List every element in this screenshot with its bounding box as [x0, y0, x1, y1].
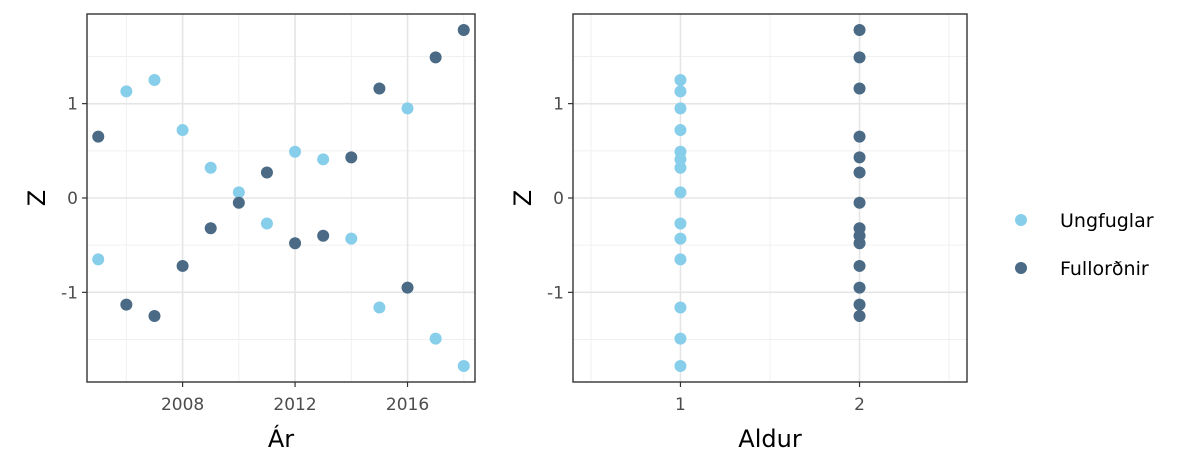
x-tick-label: 2008 [161, 395, 204, 415]
data-point-fullordnir [853, 259, 866, 272]
data-point-fullordnir [317, 229, 330, 242]
data-point-ungfuglar [92, 253, 105, 266]
data-point-ungfuglar [289, 145, 302, 158]
data-point-fullordnir [457, 24, 470, 37]
data-point-ungfuglar [674, 301, 687, 314]
data-point-fullordnir [853, 151, 866, 164]
data-point-ungfuglar [674, 124, 687, 137]
data-point-fullordnir [853, 82, 866, 95]
data-point-ungfuglar [674, 102, 687, 115]
data-point-ungfuglar [345, 232, 358, 245]
data-point-fullordnir [289, 237, 302, 250]
panel-age-x-axis-title: Aldur [738, 425, 802, 453]
panel-age-y-axis-title: Z [509, 190, 537, 206]
y-tick-label: 0 [67, 189, 78, 209]
panel-year: 2008 2012 2016 -1 0 1 Ár Z [23, 13, 476, 453]
x-tick-label: 1 [675, 395, 686, 415]
legend-key-ungfuglar [1015, 214, 1027, 226]
data-point-ungfuglar [176, 124, 189, 137]
data-point-ungfuglar [674, 217, 687, 230]
data-point-fullordnir [120, 298, 133, 311]
panel-year-y-axis-title: Z [23, 190, 51, 206]
panel-year-ticks: 2008 2012 2016 -1 0 1 [61, 95, 429, 415]
data-point-ungfuglar [204, 161, 217, 174]
x-tick-label: 2012 [273, 395, 316, 415]
data-point-ungfuglar [232, 186, 245, 199]
x-tick-label: 2016 [386, 395, 429, 415]
y-tick-label: 1 [67, 95, 78, 115]
data-point-ungfuglar [674, 332, 687, 345]
panel-age-points [674, 24, 866, 372]
data-point-fullordnir [853, 24, 866, 37]
data-point-ungfuglar [674, 186, 687, 199]
data-point-fullordnir [853, 281, 866, 294]
data-point-ungfuglar [674, 232, 687, 245]
data-point-fullordnir [853, 196, 866, 209]
data-point-ungfuglar [120, 85, 133, 98]
data-point-ungfuglar [373, 301, 386, 314]
data-point-ungfuglar [674, 253, 687, 266]
data-point-ungfuglar [674, 153, 687, 166]
data-point-fullordnir [92, 130, 105, 143]
y-tick-label: -1 [547, 283, 564, 303]
data-point-ungfuglar [148, 74, 161, 87]
y-tick-label: -1 [61, 283, 78, 303]
data-point-fullordnir [148, 309, 161, 322]
data-point-fullordnir [401, 281, 414, 294]
x-tick-label: 2 [854, 395, 865, 415]
data-point-fullordnir [853, 51, 866, 64]
data-point-fullordnir [853, 309, 866, 322]
data-point-fullordnir [429, 51, 442, 64]
data-point-fullordnir [345, 151, 358, 164]
panel-age: 1 2 -1 0 1 Aldur Z [509, 13, 968, 453]
panel-year-points [92, 24, 470, 372]
legend-label-ungfuglar: Ungfuglar [1060, 210, 1154, 232]
legend: Ungfuglar Fullorðnir [1015, 210, 1154, 280]
data-point-fullordnir [853, 229, 866, 242]
data-point-ungfuglar [674, 74, 687, 87]
panel-age-ticks: 1 2 -1 0 1 [547, 95, 865, 415]
data-point-ungfuglar [457, 359, 470, 372]
data-point-fullordnir [373, 82, 386, 95]
data-point-ungfuglar [317, 153, 330, 166]
data-point-fullordnir [176, 259, 189, 272]
data-point-ungfuglar [401, 102, 414, 115]
data-point-ungfuglar [260, 217, 273, 230]
legend-key-fullordnir [1015, 262, 1027, 274]
data-point-ungfuglar [674, 161, 687, 174]
data-point-fullordnir [260, 166, 273, 179]
data-point-fullordnir [853, 166, 866, 179]
data-point-fullordnir [232, 196, 245, 209]
data-point-ungfuglar [674, 85, 687, 98]
y-tick-label: 1 [553, 95, 564, 115]
data-point-fullordnir [204, 222, 217, 235]
y-tick-label: 0 [553, 189, 564, 209]
panel-year-grid [87, 14, 475, 382]
data-point-ungfuglar [429, 332, 442, 345]
data-point-ungfuglar [674, 359, 687, 372]
panel-year-x-axis-title: Ár [268, 424, 294, 453]
data-point-fullordnir [853, 298, 866, 311]
data-point-fullordnir [853, 130, 866, 143]
legend-label-fullordnir: Fullorðnir [1060, 258, 1149, 280]
